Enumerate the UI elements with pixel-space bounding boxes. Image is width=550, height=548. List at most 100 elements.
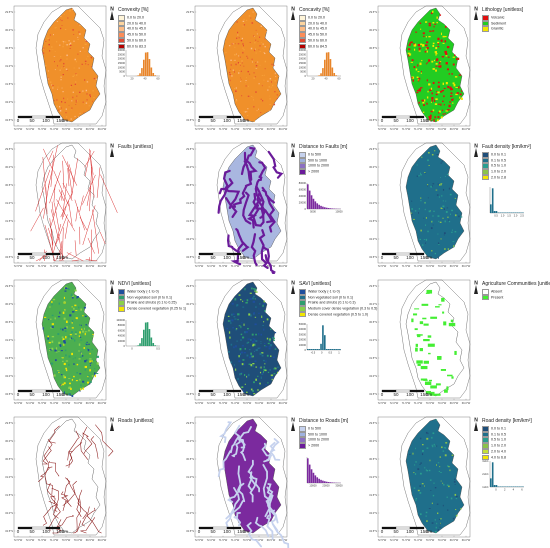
raster-cell	[236, 304, 239, 307]
raster-cell	[445, 82, 448, 85]
raster-cell	[60, 19, 61, 21]
raster-cell	[413, 48, 416, 51]
raster-cell	[83, 111, 85, 113]
lat-tick-label: 30.5°S	[5, 457, 13, 461]
raster-cell	[231, 302, 234, 305]
histogram-bar	[322, 325, 324, 350]
histogram-y-tick: 20000	[118, 57, 126, 61]
raster-cell	[248, 313, 251, 316]
raster-cell	[453, 245, 455, 248]
raster-cell	[56, 21, 59, 22]
map-legend: Absent Present	[482, 289, 503, 301]
raster-cell	[434, 487, 437, 489]
raster-cell	[240, 64, 241, 66]
raster-cell	[248, 15, 251, 17]
raster-cell	[440, 183, 442, 186]
histogram-bar	[333, 349, 336, 350]
agriculture-patch	[446, 386, 449, 391]
raster-cell	[269, 78, 272, 80]
fault-line	[86, 187, 91, 206]
raster-cell	[74, 83, 77, 85]
raster-cell	[252, 345, 254, 347]
lon-tick-label: 70.5°W	[243, 264, 252, 268]
raster-cell	[254, 48, 256, 50]
raster-cell	[65, 68, 68, 70]
raster-cell	[433, 210, 435, 212]
legend-swatch	[482, 20, 489, 27]
histogram-bar	[327, 208, 330, 209]
raster-cell	[420, 174, 422, 176]
raster-cell	[258, 108, 259, 110]
svg-text:N: N	[291, 7, 295, 13]
raster-cell	[85, 343, 88, 346]
raster-cell	[241, 95, 243, 97]
raster-cell	[94, 374, 97, 378]
raster-cell	[89, 94, 91, 96]
raster-cell	[51, 46, 53, 48]
raster-cell	[273, 356, 275, 358]
raster-cell	[433, 59, 436, 62]
histogram-bar	[310, 349, 313, 350]
lat-tick-label: 30.5°S	[5, 320, 13, 324]
distance-band	[264, 254, 277, 274]
raster-cell	[421, 99, 424, 102]
raster-cell	[69, 314, 72, 317]
distance-band	[254, 177, 262, 202]
agriculture-patch	[448, 322, 456, 327]
raster-cell	[254, 120, 255, 122]
lon-tick-label: 70.5°W	[243, 127, 252, 131]
lat-tick-label: 29.5°S	[186, 284, 194, 288]
raster-cell	[257, 61, 259, 63]
raster-cell	[76, 363, 79, 366]
legend-label: 60.0 to 83.3	[127, 44, 146, 49]
raster-cell	[436, 522, 438, 525]
agriculture-patch	[420, 365, 428, 370]
raster-cell	[64, 286, 66, 290]
raster-cell	[85, 359, 88, 361]
raster-cell	[435, 189, 438, 191]
histogram-x-tick: 5000	[310, 210, 316, 214]
raster-cell	[87, 329, 91, 332]
raster-cell	[63, 97, 65, 100]
raster-cell	[418, 50, 421, 52]
raster-cell	[411, 76, 415, 79]
raster-cell	[255, 52, 257, 54]
histogram-y-tick: 0	[305, 74, 307, 78]
legend-item: > 2000	[299, 443, 329, 449]
raster-cell	[437, 42, 440, 45]
histogram-bar	[322, 206, 324, 209]
raster-cell	[444, 50, 447, 54]
raster-cell	[439, 61, 442, 63]
raster-cell	[73, 74, 75, 77]
raster-cell	[273, 339, 275, 341]
raster-cell	[274, 331, 277, 334]
raster-cell	[78, 67, 80, 69]
raster-cell	[271, 378, 273, 381]
raster-cell	[47, 337, 50, 340]
raster-cell	[269, 338, 271, 341]
svg-text:50: 50	[210, 529, 216, 534]
raster-cell	[421, 156, 423, 159]
raster-cell	[89, 381, 92, 383]
raster-cell	[426, 102, 428, 105]
raster-cell	[451, 73, 453, 75]
lat-tick-label: 31.5°S	[369, 219, 377, 223]
north-arrow-icon: N	[291, 418, 295, 431]
svg-text:km: km	[62, 392, 68, 397]
lon-tick-label: 69.0°W	[98, 264, 107, 268]
legend-item: 0.0 to 0.1	[482, 426, 506, 432]
lat-tick-label: 29.5°S	[369, 10, 377, 14]
road-line	[42, 446, 52, 465]
lon-tick-label: 69.0°W	[279, 264, 288, 268]
raster-cell	[423, 99, 426, 102]
raster-cell	[419, 22, 422, 24]
raster-cell	[74, 339, 76, 342]
raster-cell	[254, 343, 256, 346]
histogram-bar	[324, 207, 326, 209]
raster-cell	[252, 343, 255, 346]
raster-cell	[86, 99, 88, 101]
raster-cell	[234, 59, 236, 61]
raster-cell	[54, 359, 57, 362]
histogram-bar	[335, 75, 337, 76]
legend-item: Dense covered vegetation (0.5 to 1.0)	[299, 311, 377, 318]
